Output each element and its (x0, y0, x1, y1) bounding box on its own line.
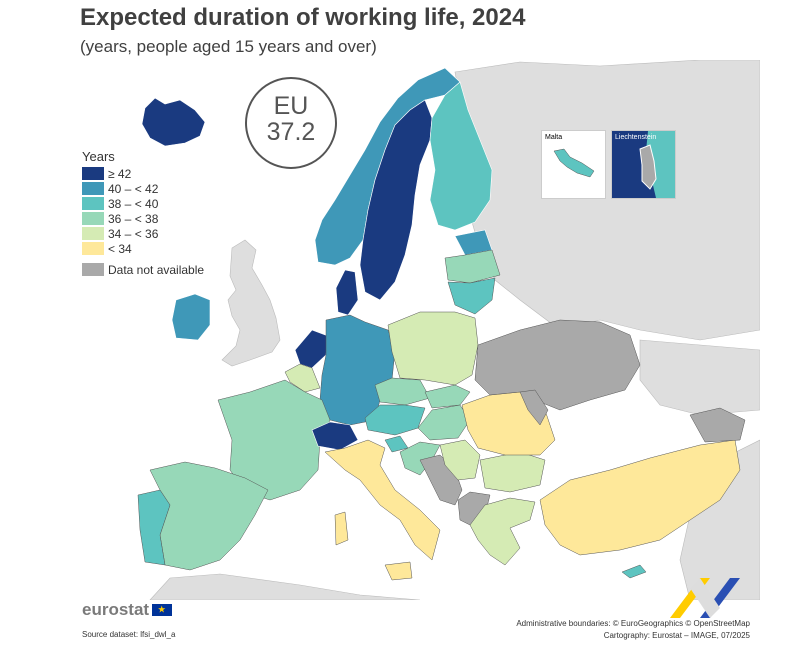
eu-badge-label: EU (273, 92, 309, 120)
legend-label: < 34 (108, 241, 132, 256)
eurostat-logo: eurostat (82, 600, 173, 620)
liechtenstein-inset: Liechtenstein (611, 130, 676, 199)
legend-swatch (82, 182, 104, 195)
turkey-shape (539, 439, 741, 556)
cyprus-shape (621, 564, 647, 579)
belgium-shape (284, 363, 321, 393)
latvia-shape (444, 249, 501, 284)
europe-map (137, 60, 760, 600)
eurostat-mark-icon (670, 578, 740, 618)
source-dataset: Source dataset: lfsi_dwl_a (82, 630, 176, 639)
great-britain-shape (221, 239, 281, 367)
netherlands-shape (294, 329, 329, 369)
eu-badge-value: 37.2 (266, 118, 316, 146)
eu-flag-icon (152, 604, 173, 616)
serbia-shape (439, 439, 481, 481)
legend-swatch (82, 212, 104, 225)
liechtenstein-shape (639, 131, 675, 198)
legend-label: 38 – < 40 (108, 196, 159, 211)
legend-item: 38 – < 40 (82, 196, 204, 211)
sicily-shape (384, 561, 413, 581)
map-title: Expected duration of working life, 2024 (80, 4, 526, 31)
credit-boundaries: Administrative boundaries: © EuroGeograp… (516, 619, 750, 628)
credit-cartography: Cartography: Eurostat – IMAGE, 07/2025 (603, 631, 750, 640)
malta-inset: Malta (541, 130, 606, 199)
legend-label: 34 – < 36 (108, 226, 159, 241)
legend-label: ≥ 42 (108, 166, 132, 181)
russia-north-shape (454, 60, 760, 341)
denmark-shape (335, 269, 359, 316)
moldova-shape (519, 389, 549, 426)
map-subtitle: (years, people aged 15 years and over) (80, 37, 377, 56)
ireland-shape (171, 293, 211, 341)
credits: Administrative boundaries: © EuroGeograp… (516, 618, 750, 642)
legend-item: 40 – < 42 (82, 181, 204, 196)
greece-shape (469, 497, 536, 566)
finland-shape (429, 81, 493, 231)
ukraine-shape (474, 319, 641, 411)
legend-item: 36 – < 38 (82, 211, 204, 226)
legend-label: Data not available (108, 262, 205, 277)
france-shape (217, 379, 331, 501)
sweden-shape (359, 99, 433, 301)
legend-swatch (82, 227, 104, 240)
poland-shape (387, 311, 479, 386)
slovakia-shape (424, 384, 471, 409)
legend-swatch (82, 167, 104, 180)
legend-item: 34 – < 36 (82, 226, 204, 241)
hungary-shape (417, 404, 471, 441)
bulgaria-shape (479, 451, 546, 493)
legend-item: < 34 (82, 241, 204, 256)
switzerland-shape (311, 421, 359, 451)
eu-average-badge: EU 37.2 (245, 77, 337, 169)
legend-item: ≥ 42 (82, 166, 204, 181)
legend-label: 36 – < 38 (108, 211, 159, 226)
czechia-shape (374, 377, 431, 406)
legend-swatch (82, 263, 104, 276)
italy-shape (324, 439, 441, 561)
caucasus-shape (689, 407, 746, 443)
malta-inset-label: Malta (545, 134, 563, 141)
sardinia-shape (334, 511, 349, 546)
legend: Years ≥ 42 40 – < 42 38 – < 40 36 – < 38… (82, 149, 204, 277)
legend-swatch (82, 197, 104, 210)
legend-swatch (82, 242, 104, 255)
legend-title: Years (82, 149, 115, 164)
iceland-shape (141, 97, 206, 147)
ukraine-belarus-region (639, 339, 760, 416)
malta-shape (553, 148, 595, 178)
legend-item-na: Data not available (82, 262, 204, 277)
austria-shape (364, 404, 426, 436)
eurostat-logo-text: eurostat (82, 600, 150, 619)
lithuania-shape (447, 277, 496, 315)
liechtenstein-inset-label: Liechtenstein (615, 134, 657, 141)
legend-label: 40 – < 42 (108, 181, 159, 196)
portugal-shape (137, 489, 171, 566)
north-africa-shape (149, 573, 421, 600)
